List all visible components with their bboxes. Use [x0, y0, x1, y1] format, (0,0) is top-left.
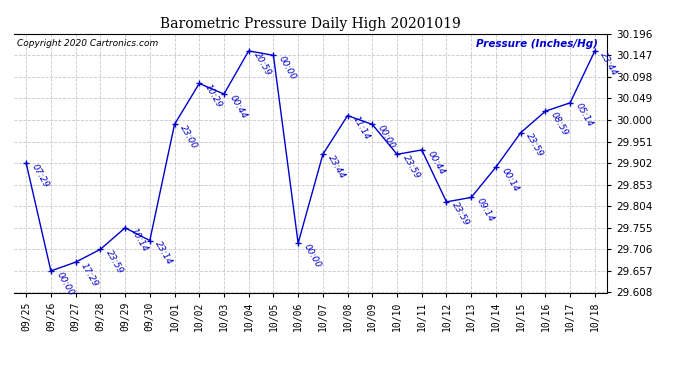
Text: 23:44: 23:44 [326, 153, 347, 180]
Text: 00:44: 00:44 [228, 93, 248, 120]
Text: 11:14: 11:14 [351, 115, 372, 142]
Text: 09:14: 09:14 [475, 196, 495, 223]
Text: 10:29: 10:29 [203, 82, 224, 110]
Text: 05:14: 05:14 [574, 102, 595, 129]
Text: 00:00: 00:00 [376, 123, 397, 150]
Text: 08:59: 08:59 [549, 110, 570, 137]
Text: 23:59: 23:59 [524, 132, 545, 159]
Text: 23:59: 23:59 [104, 249, 125, 276]
Text: 00:14: 00:14 [500, 166, 520, 193]
Text: Copyright 2020 Cartronics.com: Copyright 2020 Cartronics.com [17, 39, 158, 48]
Text: 17:29: 17:29 [79, 261, 100, 288]
Text: 23:59: 23:59 [450, 201, 471, 228]
Text: 20:59: 20:59 [253, 50, 273, 77]
Text: 23:59: 23:59 [401, 153, 422, 180]
Text: 00:00: 00:00 [55, 270, 75, 297]
Text: 00:00: 00:00 [302, 242, 323, 269]
Text: 23:44: 23:44 [598, 50, 620, 77]
Text: Pressure (Inches/Hg): Pressure (Inches/Hg) [476, 39, 598, 49]
Title: Barometric Pressure Daily High 20201019: Barometric Pressure Daily High 20201019 [160, 17, 461, 31]
Text: 23:00: 23:00 [178, 123, 199, 150]
Text: 10:14: 10:14 [129, 227, 150, 254]
Text: 00:44: 00:44 [426, 149, 446, 176]
Text: 07:29: 07:29 [30, 162, 50, 189]
Text: 00:00: 00:00 [277, 54, 298, 81]
Text: 23:14: 23:14 [153, 240, 175, 267]
